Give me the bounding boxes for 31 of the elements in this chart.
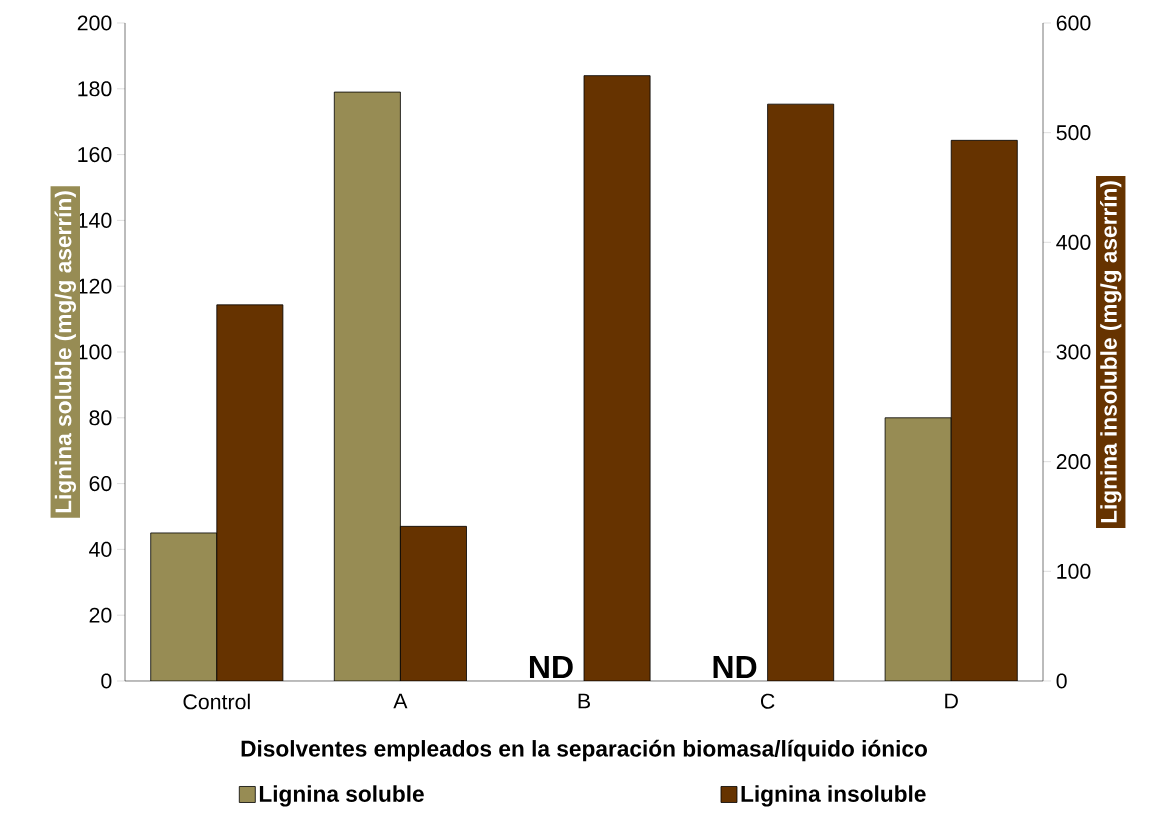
y-axis-title: Lignina soluble (mg/g aserrín) <box>54 191 76 513</box>
y-tick-label: 40 <box>89 541 112 557</box>
annotation: ND <box>713 656 757 679</box>
y2-tick-label: 100 <box>1057 563 1091 579</box>
y2-tick-label: 400 <box>1056 234 1091 250</box>
x-tick-label: Control <box>183 693 250 710</box>
y-tick-label: 80 <box>89 410 112 426</box>
legend-label: Lignina soluble <box>259 785 424 807</box>
y2-axis-title: Lignina insoluble (mg/g aserrín) <box>1100 181 1122 523</box>
y-tick-label: 120 <box>78 278 112 294</box>
annotation: ND <box>529 656 573 679</box>
y-tick-label: 200 <box>77 15 112 31</box>
x-tick-label: C <box>760 693 775 709</box>
x-tick-label: B <box>578 693 590 709</box>
y-tick-label: 60 <box>89 476 112 492</box>
y-tick-label: 100 <box>78 344 112 360</box>
y2-tick-label: 500 <box>1056 125 1091 141</box>
y-tick-label: 180 <box>78 81 112 97</box>
y2-tick-label: 300 <box>1056 344 1091 360</box>
y-tick-label: 20 <box>89 607 112 623</box>
x-tick-label: A <box>393 693 408 709</box>
y-tick-label: 140 <box>78 212 112 228</box>
y-tick-label: 0 <box>101 673 112 689</box>
y2-tick-label: 0 <box>1056 673 1067 689</box>
x-axis-title: Disolventes empleados en la separación biomasa/líquido iónico <box>241 739 927 762</box>
bar <box>333 91 401 681</box>
legend-label: Lignina insoluble <box>741 785 926 807</box>
y-tick-label: 160 <box>78 147 112 163</box>
y2-tick-label: 200 <box>1056 454 1091 470</box>
y2-tick-label: 600 <box>1056 15 1091 31</box>
x-tick-label: D <box>945 693 958 709</box>
